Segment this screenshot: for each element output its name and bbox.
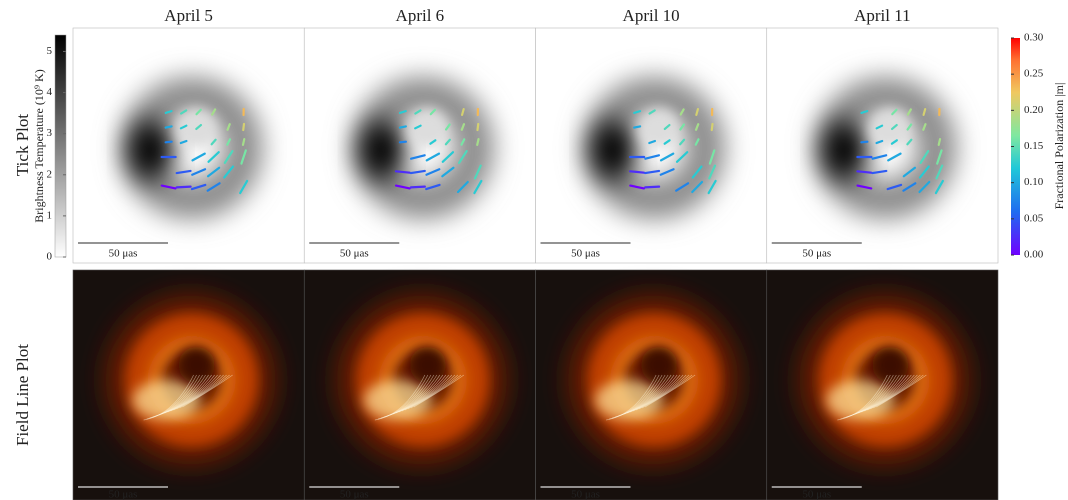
column-title: April 6 [396,6,445,25]
shadow [639,108,679,148]
polarization-tick [477,139,478,145]
scale-bar-label: 50 μas [109,248,138,260]
polarization-tick [630,171,644,172]
field-line-panel: 50 μas [73,270,304,500]
tick-label: 0.00 [1024,249,1044,261]
polarization-tick [696,109,698,115]
polarization-tick [861,142,867,143]
tick-label: 5 [47,45,53,57]
shadow [410,347,446,383]
shadow [408,108,448,148]
field-line-panel: 50 μas [536,270,767,500]
scale-bar-label: 50 μas [571,489,600,500]
tick-label: 0.15 [1024,140,1044,152]
tick-label: 0.25 [1024,68,1044,80]
row-label: Tick Plot [13,114,32,176]
polarization-tick [712,124,713,130]
polarization-tick [396,171,410,172]
polarization-tick [645,187,659,188]
polarization-tick [411,187,425,188]
shadow [641,347,677,383]
scale-bar-label: 50 μas [340,489,369,500]
tick-plot-panel: 50 μas [73,28,304,263]
polarization-tick [166,142,172,143]
shadow [179,347,215,383]
scale-bar-label: 50 μas [802,489,831,500]
polarization-tick [939,139,940,145]
scale-bar-label: 50 μas [802,248,831,260]
polarization-tick [857,171,871,172]
tick-label: 0.10 [1024,176,1044,188]
tick-plot-panel: 50 μas [767,28,998,263]
scale-bar-label: 50 μas [109,489,138,500]
polarization-tick [243,139,244,145]
tick-label: 0.20 [1024,104,1044,116]
polarization-tick [400,142,406,143]
tick-plot-panel: 50 μas [304,28,535,263]
polarization-tick [177,187,191,188]
scale-bar-label: 50 μas [571,248,600,260]
polarization-tick [634,126,640,127]
tick-label: 3 [47,127,53,139]
tick-label: 0.05 [1024,212,1044,224]
polarization-tick [478,124,479,130]
row-label: Field Line Plot [13,344,32,446]
field-line-panel: 50 μas [767,270,998,500]
polarization-tick [166,126,172,127]
left-colorbar-label: Brightness Temperature (10⁹ K) [32,69,46,222]
tick-label: 0 [47,251,53,263]
polarization-tick [400,126,406,127]
figure: Tick Plot Field Line Plot Brightness Tem… [0,0,1068,500]
crescent [591,120,635,180]
crescent [129,120,173,180]
tick-label: 4 [47,86,53,98]
field-line-panel: 50 μas [304,270,535,500]
tick-plot-panel: 50 μas [536,28,767,263]
shadow [872,347,908,383]
polarization-tick [462,109,464,115]
column-title: April 11 [854,6,911,25]
polarization-tick [924,109,926,115]
polarization-tick [243,124,244,130]
column-title: April 5 [164,6,213,25]
right-colorbar-label: Fractional Polarization |m| [1052,83,1066,210]
left-colorbar [55,35,66,257]
tick-label: 1 [47,209,53,221]
tick-label: 2 [47,168,53,180]
tick-label: 0.30 [1024,32,1044,44]
scale-bar-label: 50 μas [340,248,369,260]
column-title: April 10 [623,6,680,25]
